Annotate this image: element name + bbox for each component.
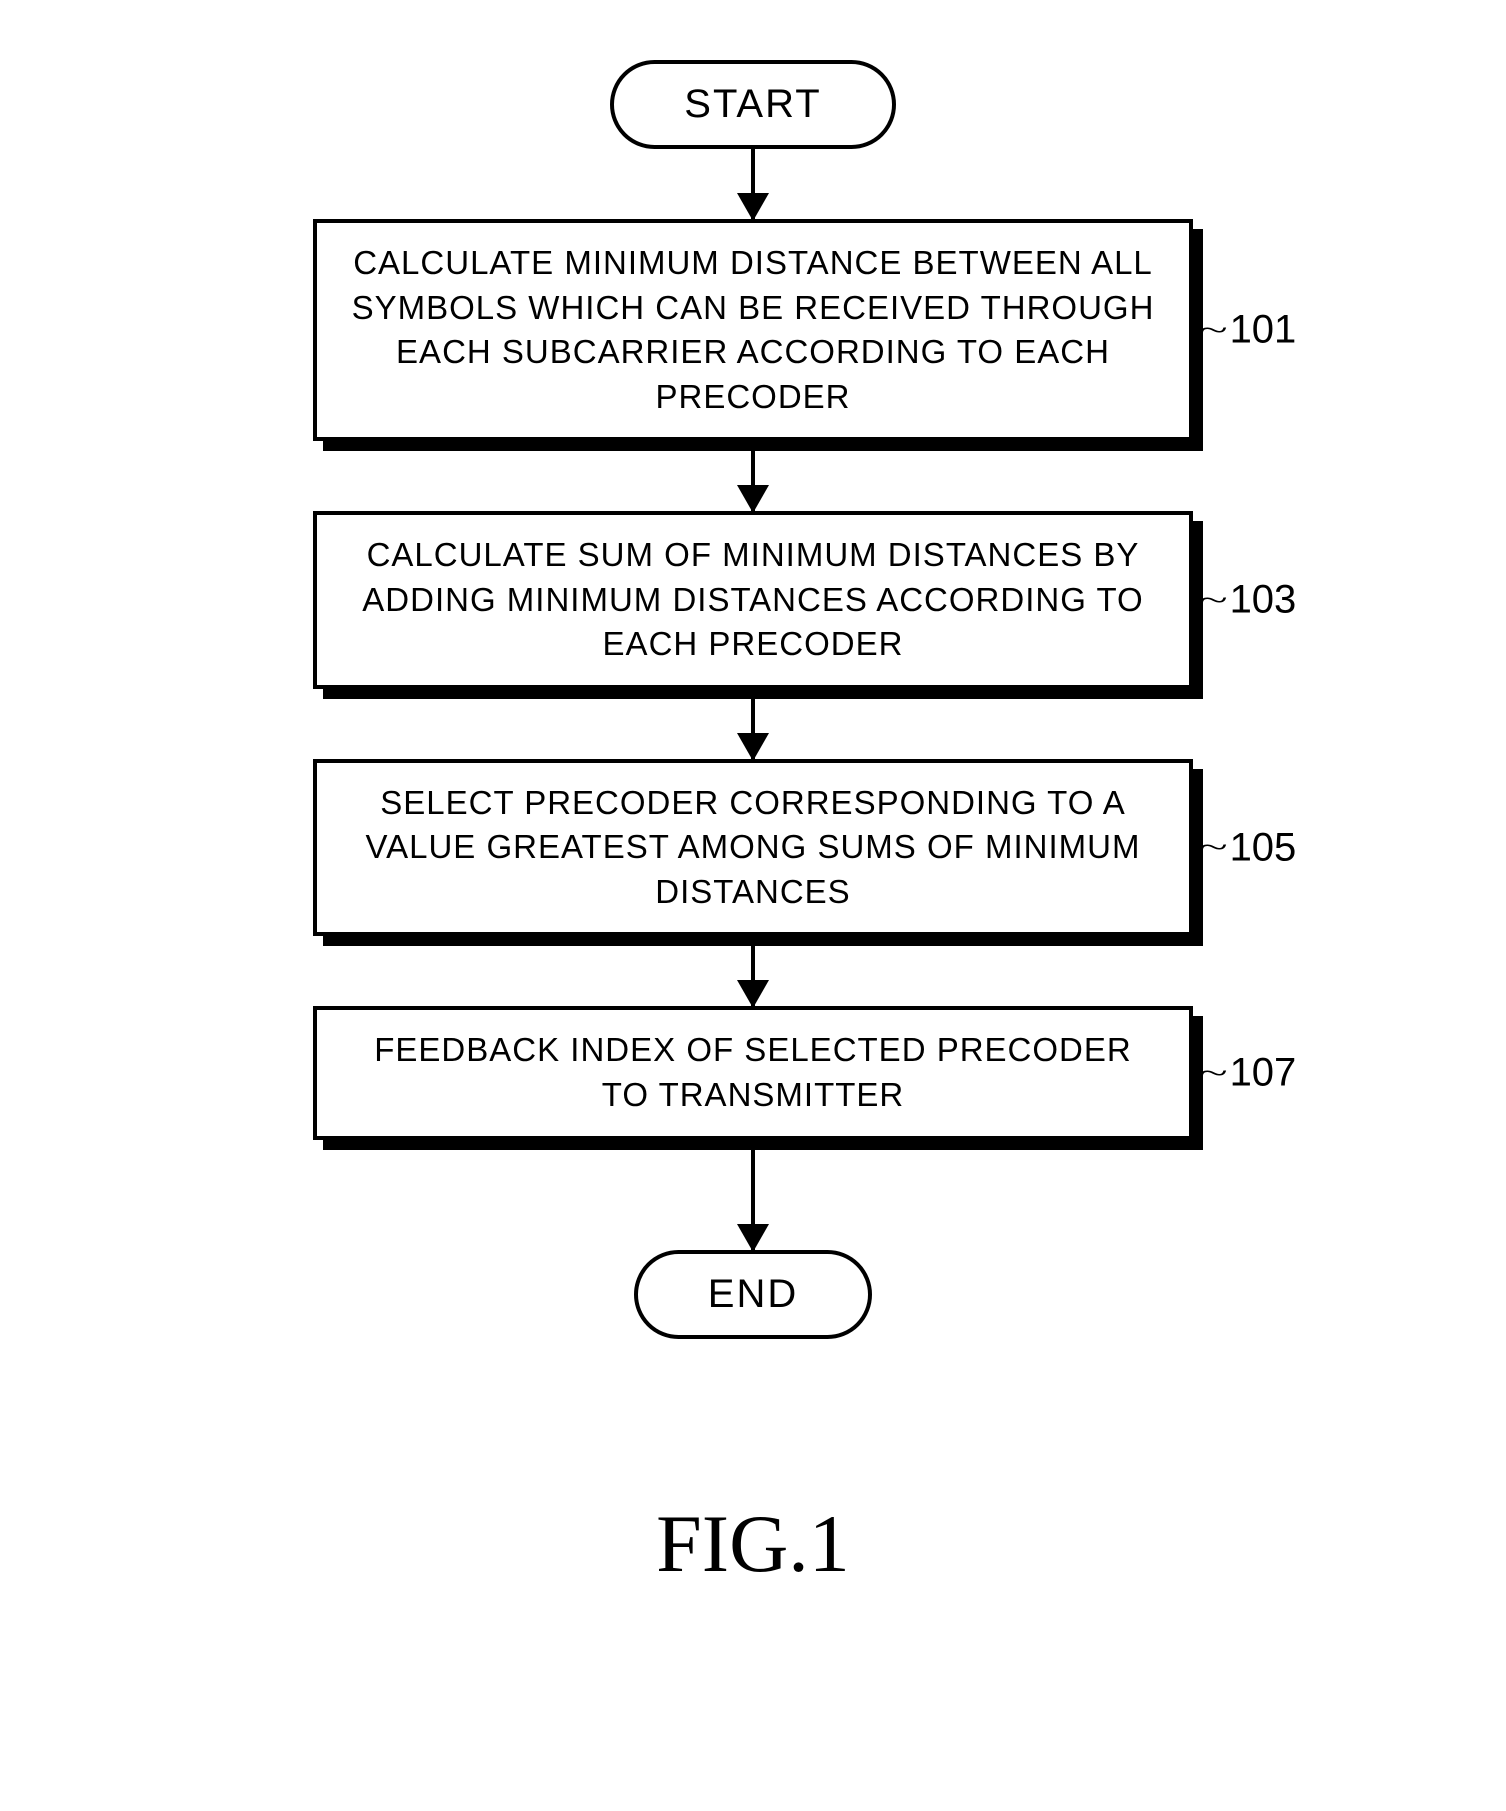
tilde-icon: ~: [1199, 830, 1228, 865]
step-101-wrap: CALCULATE MINIMUM DISTANCE BETWEEN ALL S…: [313, 219, 1193, 441]
ref-105: 105: [1230, 825, 1297, 870]
ref-107-wrap: ~ 107: [1193, 1051, 1296, 1096]
step-107-text: FEEDBACK INDEX OF SELECTED PRECODER TO T…: [374, 1031, 1131, 1113]
ref-107: 107: [1230, 1051, 1297, 1096]
flowchart-container: START CALCULATE MINIMUM DISTANCE BETWEEN…: [313, 60, 1193, 1339]
arrow: [751, 1140, 755, 1250]
arrow: [751, 689, 755, 759]
arrow: [751, 149, 755, 219]
figure-label: FIG.1: [656, 1497, 850, 1591]
step-101-box: CALCULATE MINIMUM DISTANCE BETWEEN ALL S…: [313, 219, 1193, 441]
arrow-head-icon: [737, 980, 769, 1008]
step-103-wrap: CALCULATE SUM OF MINIMUM DISTANCES BY AD…: [313, 511, 1193, 689]
ref-105-wrap: ~ 105: [1193, 825, 1296, 870]
step-105-text: SELECT PRECODER CORRESPONDING TO A VALUE…: [366, 784, 1141, 910]
ref-103-wrap: ~ 103: [1193, 578, 1296, 623]
step-101-text: CALCULATE MINIMUM DISTANCE BETWEEN ALL S…: [352, 244, 1155, 415]
ref-103: 103: [1230, 578, 1297, 623]
end-terminal: END: [634, 1250, 872, 1339]
tilde-icon: ~: [1199, 582, 1228, 617]
arrow-head-icon: [737, 1224, 769, 1252]
arrow: [751, 441, 755, 511]
start-label: START: [684, 82, 821, 127]
arrow-head-icon: [737, 485, 769, 513]
step-107-wrap: FEEDBACK INDEX OF SELECTED PRECODER TO T…: [313, 1006, 1193, 1139]
tilde-icon: ~: [1199, 1055, 1228, 1090]
step-103-box: CALCULATE SUM OF MINIMUM DISTANCES BY AD…: [313, 511, 1193, 689]
arrow: [751, 936, 755, 1006]
step-105-wrap: SELECT PRECODER CORRESPONDING TO A VALUE…: [313, 759, 1193, 937]
step-105-box: SELECT PRECODER CORRESPONDING TO A VALUE…: [313, 759, 1193, 937]
arrow-head-icon: [737, 733, 769, 761]
arrow-head-icon: [737, 193, 769, 221]
ref-101-wrap: ~ 101: [1193, 308, 1296, 353]
ref-101: 101: [1230, 308, 1297, 353]
tilde-icon: ~: [1199, 312, 1228, 347]
step-103-text: CALCULATE SUM OF MINIMUM DISTANCES BY AD…: [362, 536, 1143, 662]
start-terminal: START: [610, 60, 895, 149]
step-107-box: FEEDBACK INDEX OF SELECTED PRECODER TO T…: [313, 1006, 1193, 1139]
end-label: END: [708, 1272, 798, 1317]
